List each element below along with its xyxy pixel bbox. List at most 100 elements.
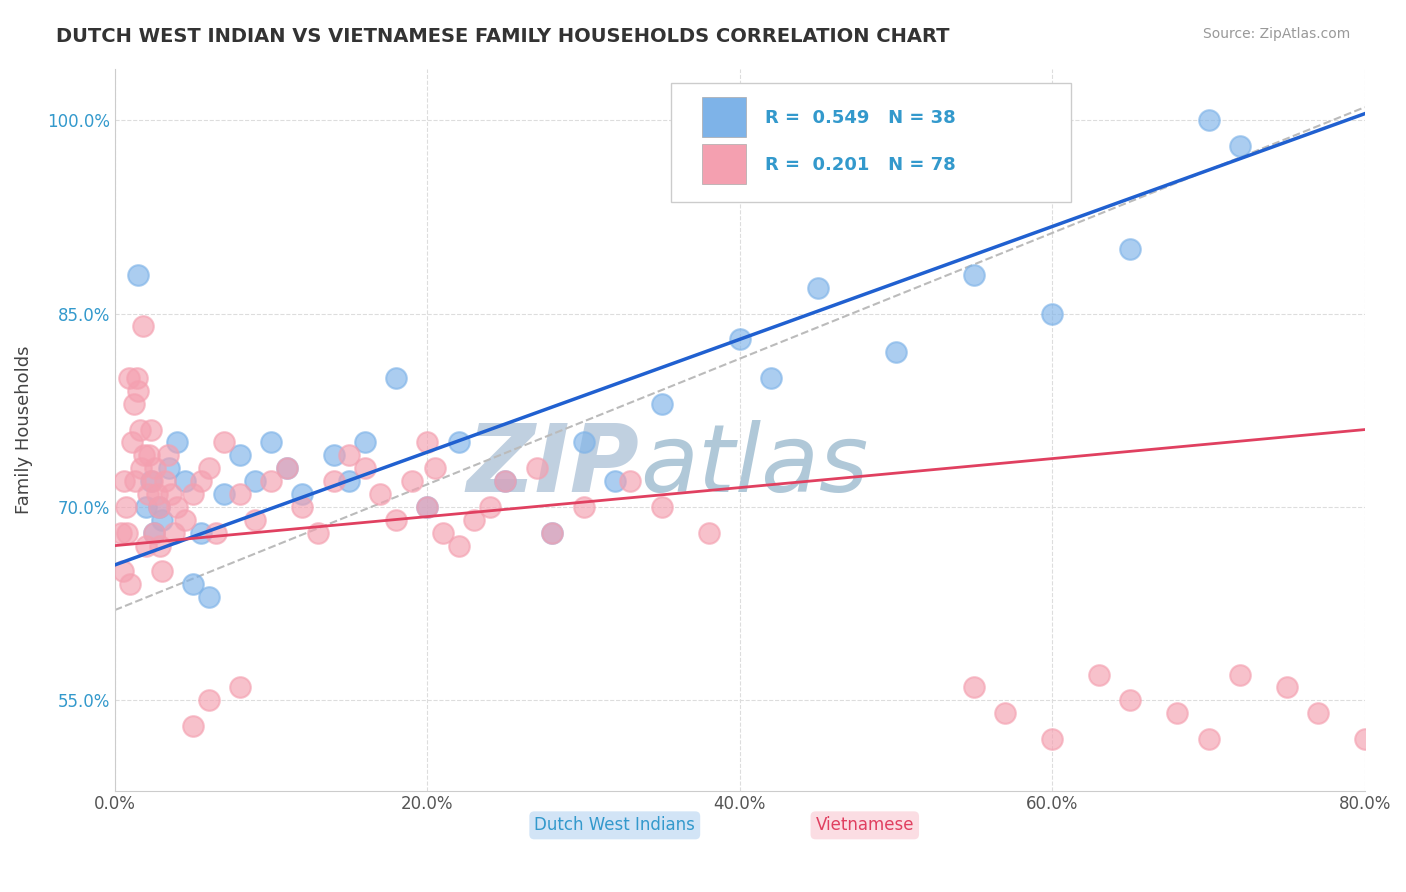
Point <box>135 539 157 553</box>
Point <box>994 706 1017 721</box>
Point <box>423 461 446 475</box>
Point <box>260 435 283 450</box>
Point <box>197 461 219 475</box>
Point <box>291 487 314 501</box>
Point <box>117 525 139 540</box>
Point <box>190 525 212 540</box>
Point <box>245 513 267 527</box>
Text: R =  0.549   N = 38: R = 0.549 N = 38 <box>765 109 956 127</box>
Text: Vietnamese: Vietnamese <box>815 816 914 834</box>
Point <box>148 500 170 514</box>
Point <box>432 525 454 540</box>
Point <box>494 474 516 488</box>
Point <box>125 371 148 385</box>
Point <box>127 268 149 282</box>
Point <box>166 435 188 450</box>
Point <box>370 487 392 501</box>
Text: Dutch West Indians: Dutch West Indians <box>534 816 695 834</box>
Point <box>963 268 986 282</box>
Point <box>1354 732 1376 747</box>
Point <box>142 525 165 540</box>
Point <box>385 513 408 527</box>
Point <box>494 474 516 488</box>
Point <box>118 371 141 385</box>
Text: ZIP: ZIP <box>467 419 640 512</box>
Point <box>260 474 283 488</box>
Text: DUTCH WEST INDIAN VS VIETNAMESE FAMILY HOUSEHOLDS CORRELATION CHART: DUTCH WEST INDIAN VS VIETNAMESE FAMILY H… <box>56 27 949 45</box>
Point <box>1275 681 1298 695</box>
Point <box>651 397 673 411</box>
Point <box>307 525 329 540</box>
Point <box>174 513 197 527</box>
Point <box>541 525 564 540</box>
Point <box>526 461 548 475</box>
Point <box>138 448 160 462</box>
Point <box>229 681 252 695</box>
Point <box>385 371 408 385</box>
FancyBboxPatch shape <box>702 97 747 137</box>
Point <box>134 448 156 462</box>
Point <box>322 474 344 488</box>
Point <box>156 448 179 462</box>
Point <box>132 319 155 334</box>
Point <box>139 423 162 437</box>
Point <box>153 474 176 488</box>
Point <box>212 435 235 450</box>
Text: Source: ZipAtlas.com: Source: ZipAtlas.com <box>1202 27 1350 41</box>
Point <box>276 461 298 475</box>
Point <box>141 474 163 488</box>
Y-axis label: Family Households: Family Households <box>15 345 32 514</box>
Point <box>135 500 157 514</box>
Point <box>353 435 375 450</box>
Point <box>245 474 267 488</box>
Point <box>291 500 314 514</box>
Point <box>121 435 143 450</box>
Point <box>229 487 252 501</box>
Point <box>181 487 204 501</box>
Point <box>160 487 183 501</box>
Point <box>603 474 626 488</box>
Point <box>416 500 439 514</box>
Point <box>120 577 142 591</box>
Point <box>181 719 204 733</box>
Point <box>619 474 641 488</box>
Text: R =  0.201   N = 78: R = 0.201 N = 78 <box>765 155 956 174</box>
Point <box>1166 706 1188 721</box>
Point <box>1198 732 1220 747</box>
Point <box>110 525 132 540</box>
Point <box>416 500 439 514</box>
Point <box>759 371 782 385</box>
Point <box>276 461 298 475</box>
Point <box>416 435 439 450</box>
Point <box>1040 732 1063 747</box>
Point <box>1088 667 1111 681</box>
Point <box>197 591 219 605</box>
Point <box>139 474 162 488</box>
Point <box>229 448 252 462</box>
Point <box>136 487 159 501</box>
Point <box>1119 242 1142 256</box>
Point <box>197 693 219 707</box>
Point <box>353 461 375 475</box>
FancyBboxPatch shape <box>671 83 1071 202</box>
Point <box>122 397 145 411</box>
Point <box>142 525 165 540</box>
Point <box>150 565 173 579</box>
Point <box>181 577 204 591</box>
Point <box>447 435 470 450</box>
Point <box>478 500 501 514</box>
Point <box>322 448 344 462</box>
Point <box>205 525 228 540</box>
Point <box>145 461 167 475</box>
Point <box>166 500 188 514</box>
Point <box>174 474 197 488</box>
Point <box>148 500 170 514</box>
Point <box>1040 306 1063 320</box>
Point <box>1229 139 1251 153</box>
Point <box>127 384 149 398</box>
Point <box>190 474 212 488</box>
Point <box>572 435 595 450</box>
Point <box>463 513 485 527</box>
Point <box>124 474 146 488</box>
Point <box>1119 693 1142 707</box>
